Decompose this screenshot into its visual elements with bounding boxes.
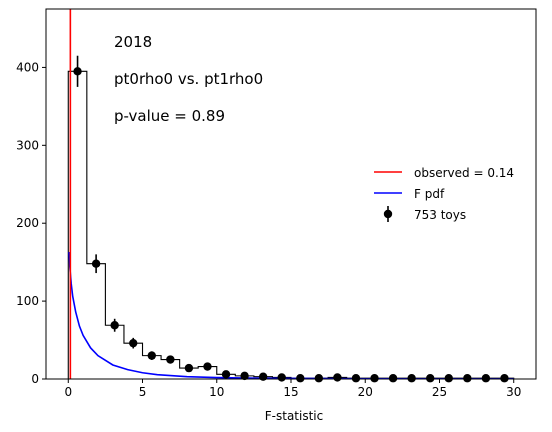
toy-point xyxy=(221,370,231,379)
toy-point xyxy=(129,338,138,348)
annotation-year: 2018 xyxy=(114,33,152,51)
legend-fpdf-label: F pdf xyxy=(414,187,445,201)
x-tick-label: 0 xyxy=(64,385,72,399)
toy-point xyxy=(296,374,305,383)
toy-point xyxy=(73,67,82,76)
toy-point xyxy=(166,355,175,364)
x-tick-label: 5 xyxy=(139,385,147,399)
toy-point xyxy=(463,374,472,383)
toy-point xyxy=(258,372,268,381)
toy-point xyxy=(147,351,156,360)
y-tick-label: 300 xyxy=(16,138,39,152)
toy-point xyxy=(184,363,194,373)
annotation-p-value: p-value = 0.89 xyxy=(114,107,225,125)
toy-point xyxy=(500,374,509,383)
annotation-comparison: pt0rho0 vs. pt1rho0 xyxy=(114,70,263,88)
f-pdf-curve xyxy=(68,251,514,379)
axes-frame xyxy=(45,8,537,380)
toy-point xyxy=(370,374,379,383)
toy-point xyxy=(407,374,416,383)
toy-point xyxy=(351,374,361,383)
annotations: 2018 pt0rho0 vs. pt1rho0 p-value = 0.89 xyxy=(114,33,263,125)
toy-point xyxy=(314,374,324,383)
legend-toys-marker xyxy=(383,209,393,219)
legend: observed = 0.14 F pdf 753 toys xyxy=(374,166,514,222)
toy-point xyxy=(240,371,249,381)
y-tick-label: 0 xyxy=(31,372,39,386)
x-tick-label: 30 xyxy=(506,385,521,399)
toy-point xyxy=(333,373,342,382)
toy-point xyxy=(91,259,101,268)
x-tick-label: 20 xyxy=(358,385,373,399)
x-tick-label: 15 xyxy=(283,385,298,399)
y-tick-label: 400 xyxy=(16,60,39,74)
toy-point xyxy=(277,373,286,382)
legend-toys-label: 753 toys xyxy=(414,208,466,222)
toy-point xyxy=(203,362,212,371)
toy-point xyxy=(426,374,435,383)
y-tick-label: 100 xyxy=(16,294,39,308)
toy-point xyxy=(444,374,453,383)
toy-point xyxy=(481,374,491,383)
toy-point xyxy=(110,321,119,330)
x-tick-label: 25 xyxy=(432,385,447,399)
y-tick-label: 200 xyxy=(16,216,39,230)
x-tick-label: 10 xyxy=(209,385,224,399)
legend-observed-label: observed = 0.14 xyxy=(414,166,514,180)
x-axis-label: F-statistic xyxy=(265,409,323,423)
toy-point xyxy=(388,374,398,383)
